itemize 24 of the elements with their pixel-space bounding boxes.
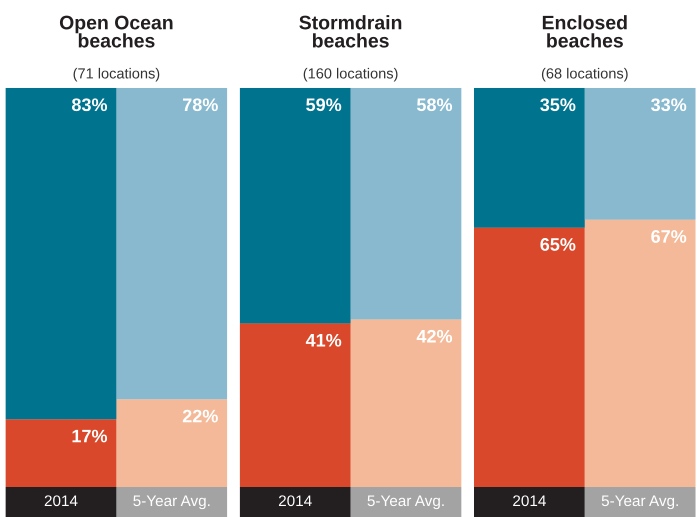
data-label: 65% bbox=[540, 238, 576, 251]
chart-subtitle: (160 locations) bbox=[304, 68, 398, 82]
chart-subtitle: (71 locations) bbox=[74, 68, 160, 82]
data-label: 58% bbox=[416, 98, 452, 112]
data-label: 17% bbox=[72, 430, 108, 442]
chart-subtitle: (68 locations) bbox=[542, 68, 628, 82]
chart-title: Stormdrain beaches bbox=[299, 15, 402, 48]
x-tick-label: 5-Year Avg. bbox=[368, 495, 444, 510]
data-label: 59% bbox=[306, 98, 342, 112]
data-label: 42% bbox=[416, 330, 452, 343]
data-label: 22% bbox=[182, 410, 218, 422]
chart-title: Open Ocean beaches bbox=[60, 16, 172, 48]
data-label: 35% bbox=[540, 98, 576, 112]
x-tick-label: 2014 bbox=[44, 495, 78, 506]
x-tick-label: 5-Year Avg. bbox=[133, 495, 210, 510]
chart-title: Enclosed beaches bbox=[542, 15, 627, 48]
data-label: 67% bbox=[651, 230, 686, 243]
x-tick-label: 5-Year Avg. bbox=[602, 495, 678, 510]
x-tick-label: 2014 bbox=[278, 495, 312, 506]
x-tick-label: 2014 bbox=[513, 495, 546, 506]
data-label: 83% bbox=[72, 98, 108, 112]
data-label: 33% bbox=[651, 98, 686, 112]
data-label: 78% bbox=[182, 98, 218, 112]
data-label: 41% bbox=[306, 334, 342, 347]
